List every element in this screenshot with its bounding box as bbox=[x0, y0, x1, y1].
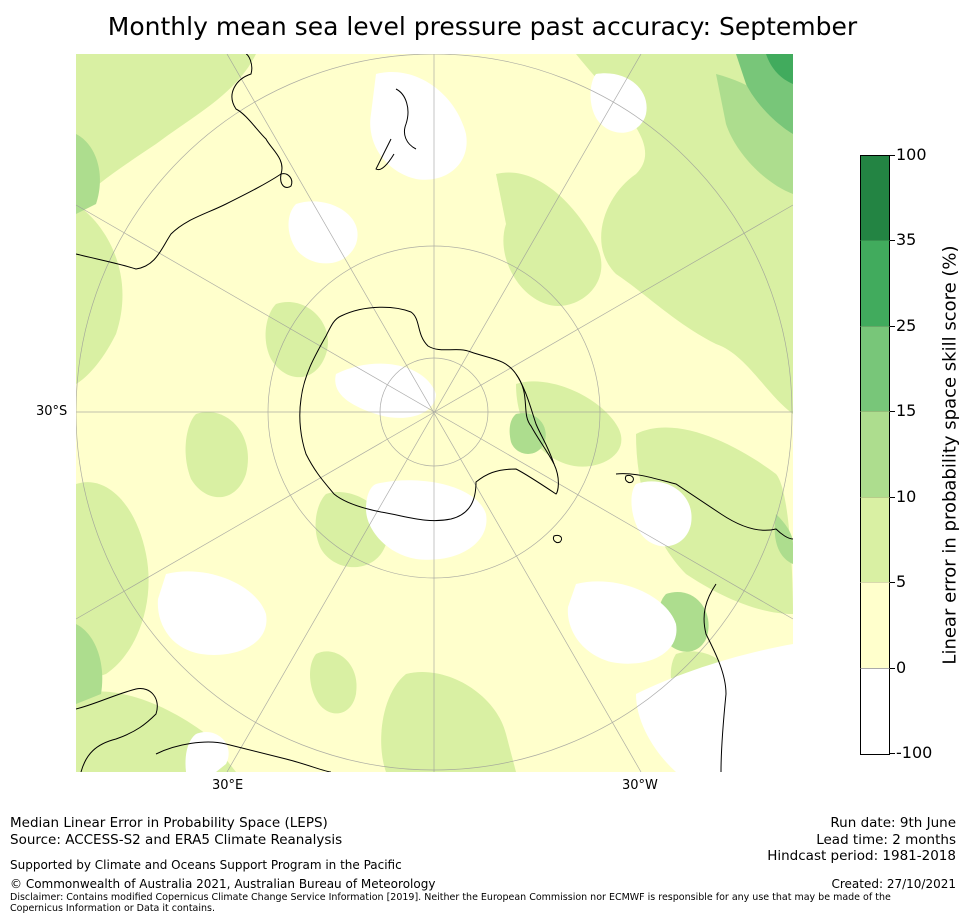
colorbar-tick-mark bbox=[890, 753, 895, 754]
colorbar-tick-label: 5 bbox=[896, 572, 907, 592]
colorbar-segment bbox=[860, 411, 890, 498]
footer-support: Supported by Climate and Oceans Support … bbox=[10, 858, 402, 872]
footer-method: Median Linear Error in Probability Space… bbox=[10, 815, 328, 831]
footer-hindcast: Hindcast period: 1981-2018 bbox=[767, 848, 956, 864]
skill-25-35-regions bbox=[766, 54, 793, 84]
polar-map bbox=[76, 54, 793, 772]
africa-coast bbox=[76, 688, 158, 772]
colorbar-tick-mark bbox=[890, 582, 895, 584]
colorbar-segment bbox=[860, 240, 890, 327]
footer-disclaimer: Disclaimer: Contains modified Copernicus… bbox=[10, 892, 891, 914]
antarctic-peninsula bbox=[515, 373, 555, 465]
colorbar-segment bbox=[860, 155, 890, 242]
south-georgia bbox=[625, 475, 634, 483]
new-zealand-south bbox=[375, 138, 395, 171]
colorbar-segment bbox=[860, 496, 890, 584]
colorbar-tick-mark bbox=[890, 411, 895, 413]
footer-run-date: Run date: 9th June bbox=[830, 815, 956, 831]
colorbar bbox=[860, 155, 890, 755]
falklands bbox=[553, 535, 563, 543]
colorbar-segment bbox=[860, 582, 890, 669]
footer-lead-time: Lead time: 2 months bbox=[816, 832, 956, 848]
south-america-west bbox=[703, 583, 727, 772]
tasmania bbox=[280, 173, 293, 188]
colorbar-tick-label: 100 bbox=[896, 145, 927, 164]
colorbar-tick-mark bbox=[890, 240, 895, 242]
colorbar-segment bbox=[860, 325, 890, 413]
colorbar-tick-label: -100 bbox=[896, 743, 933, 762]
colorbar-tick-mark bbox=[890, 496, 895, 498]
footer-created: Created: 27/10/2021 bbox=[831, 877, 956, 891]
antarctica-coast bbox=[299, 306, 559, 522]
colorbar-tick-label: 35 bbox=[896, 230, 917, 250]
footer-source: Source: ACCESS-S2 and ERA5 Climate Reana… bbox=[10, 832, 343, 848]
graticule bbox=[76, 54, 793, 772]
skill-negative-regions bbox=[157, 72, 793, 772]
colorbar-tick-mark bbox=[890, 155, 895, 156]
southern-africa-tip bbox=[155, 741, 332, 772]
coastlines bbox=[76, 54, 793, 772]
lon-label-30w: 30°W bbox=[622, 778, 658, 793]
colorbar-title: Linear error in probability space skill … bbox=[939, 245, 961, 665]
colorbar-tick-label: 10 bbox=[896, 486, 917, 506]
colorbar-tick-label: 25 bbox=[896, 315, 917, 335]
page-title: Monthly mean sea level pressure past acc… bbox=[107, 12, 858, 41]
lon-label-30e: 30°E bbox=[212, 778, 244, 793]
new-zealand-north bbox=[395, 88, 417, 150]
lat-label-30s: 30°S bbox=[36, 404, 68, 419]
footer-copyright: © Commonwealth of Australia 2021, Austra… bbox=[10, 877, 436, 891]
colorbar-segment bbox=[860, 667, 890, 755]
colorbar-tick-label: 0 bbox=[896, 657, 907, 677]
south-america-coast bbox=[615, 473, 793, 540]
colorbar-tick-label: 15 bbox=[896, 401, 917, 421]
colorbar-tick-mark bbox=[890, 667, 895, 669]
colorbar-tick-mark bbox=[890, 325, 895, 327]
